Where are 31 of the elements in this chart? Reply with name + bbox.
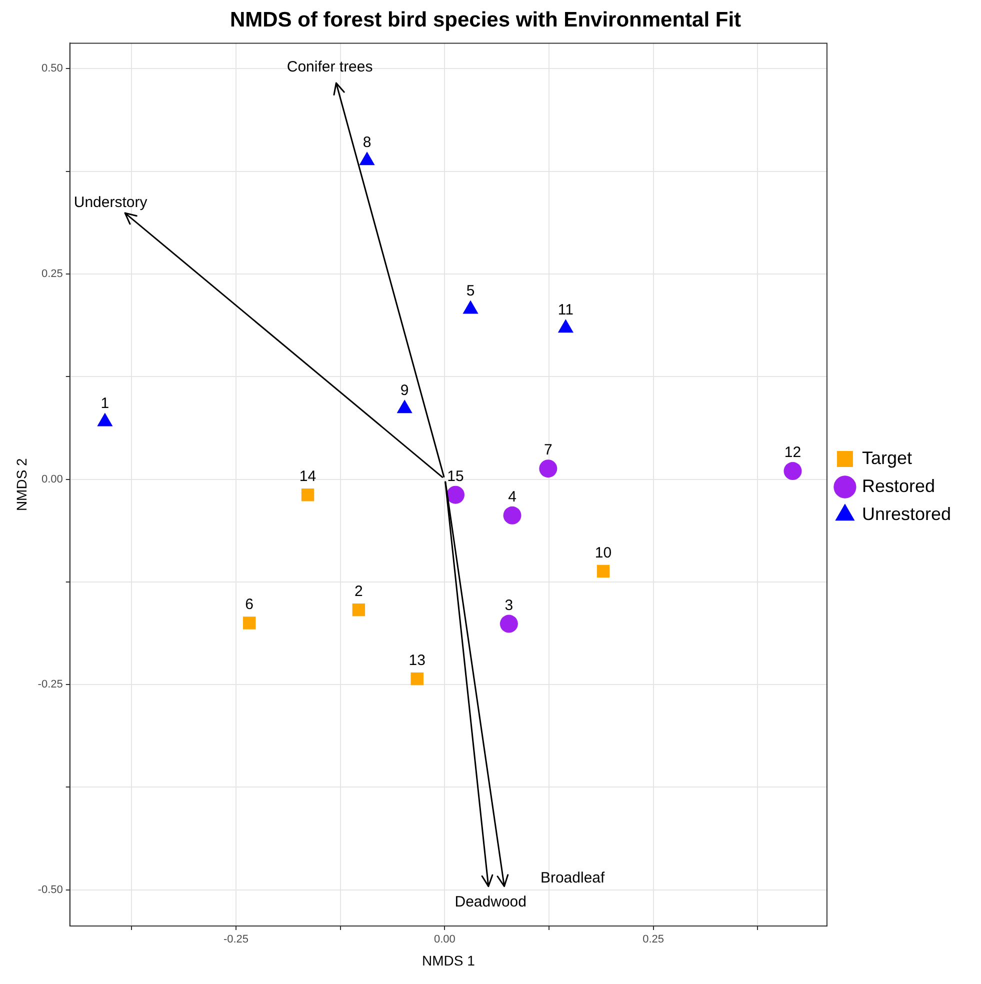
y-tick-label: 0.50 — [41, 62, 63, 75]
annotation: 5 — [466, 282, 475, 300]
annotation: 15 — [447, 468, 464, 486]
x-tick-label: 0.00 — [434, 934, 456, 946]
annotation: 12 — [784, 444, 802, 462]
annotation: 11 — [558, 301, 574, 318]
annotation: 8 — [362, 134, 372, 151]
y-tick-label: -0.50 — [38, 884, 63, 896]
annotation: 6 — [245, 596, 254, 614]
annotation: 7 — [544, 442, 552, 459]
annotation: 13 — [408, 652, 426, 669]
x-axis-title: NMDS 1 — [422, 952, 476, 968]
legend-label: Unrestored — [862, 504, 952, 524]
annotation: 1 — [100, 394, 110, 412]
annotation: 4 — [508, 488, 516, 506]
annotation: 10 — [594, 544, 612, 562]
chart-title: NMDS of forest bird species with Environmental Fit — [230, 8, 742, 32]
annotation: 2 — [354, 582, 363, 600]
legend-label: Broadleaf — [540, 870, 606, 887]
y-tick-label: 0.00 — [41, 473, 63, 486]
legend-label: Restored — [862, 476, 936, 496]
y-axis-title: NMDS 2 — [13, 458, 30, 512]
x-tick-label: -0.25 — [223, 934, 249, 946]
y-tick-label: 0.25 — [41, 268, 63, 280]
legend-label: Target — [862, 448, 912, 468]
series-label: Deadwood — [454, 894, 526, 911]
y-tick-label: -0.25 — [38, 678, 63, 691]
annotation: 3 — [504, 596, 514, 614]
x-tick-label: 0.25 — [642, 934, 664, 946]
series-label: Understory — [74, 194, 148, 212]
series-label: Conifer trees — [286, 58, 373, 76]
